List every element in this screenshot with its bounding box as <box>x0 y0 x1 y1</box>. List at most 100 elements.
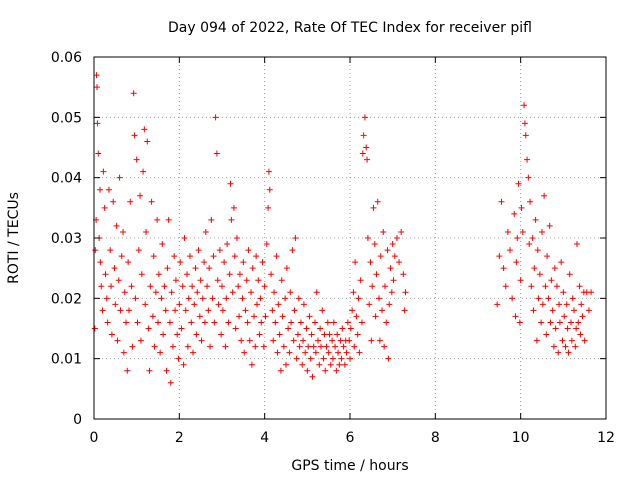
y-tick-labels: 0 0.01 0.02 0.03 0.04 0.05 0.06 <box>51 50 82 428</box>
data-point <box>329 355 336 362</box>
data-point <box>224 241 231 248</box>
data-point <box>232 325 239 332</box>
data-point <box>560 289 567 296</box>
data-point <box>555 349 562 356</box>
data-point <box>309 373 316 380</box>
data-point <box>279 313 286 320</box>
data-point <box>93 84 100 91</box>
data-point <box>103 295 110 302</box>
data-point <box>551 265 558 272</box>
data-point <box>541 192 548 199</box>
data-point <box>566 271 573 278</box>
data-point <box>312 349 319 356</box>
data-point <box>295 295 302 302</box>
data-point <box>390 277 397 284</box>
data-point <box>144 138 151 145</box>
data-point <box>528 283 535 290</box>
data-point <box>310 343 317 350</box>
data-point <box>168 289 175 296</box>
data-point <box>355 295 362 302</box>
data-point <box>558 259 565 266</box>
data-point <box>302 349 309 356</box>
data-point <box>386 301 393 308</box>
data-point <box>579 313 586 320</box>
data-point <box>188 319 195 326</box>
data-point <box>556 301 563 308</box>
data-point <box>521 102 528 109</box>
data-point <box>539 301 546 308</box>
data-point <box>329 337 336 344</box>
data-point <box>169 343 176 350</box>
data-point <box>387 265 394 272</box>
x-tick-label: 4 <box>260 430 269 446</box>
data-point <box>534 247 541 254</box>
data-point <box>381 343 388 350</box>
data-point <box>313 289 320 296</box>
data-point <box>175 355 182 362</box>
data-point <box>211 319 218 326</box>
data-point <box>336 361 343 368</box>
data-point <box>347 355 353 362</box>
x-tick-label: 8 <box>431 430 440 446</box>
data-point <box>266 186 273 193</box>
data-point <box>243 277 250 284</box>
x-tick-label: 12 <box>597 430 615 446</box>
data-point <box>524 156 531 163</box>
data-point <box>307 355 314 362</box>
data-point <box>306 313 313 320</box>
data-point <box>270 337 277 344</box>
data-point <box>379 307 385 314</box>
data-point <box>108 331 115 338</box>
data-point <box>258 319 265 326</box>
data-point <box>97 259 104 266</box>
data-point <box>563 301 570 308</box>
data-point <box>249 265 256 272</box>
data-point <box>133 156 140 163</box>
data-point <box>312 319 319 326</box>
data-point <box>519 228 526 235</box>
data-point <box>135 247 142 254</box>
data-point <box>241 349 248 356</box>
data-point <box>102 271 109 278</box>
data-point <box>208 216 215 223</box>
data-point <box>226 271 233 278</box>
data-point <box>573 241 580 248</box>
data-point <box>502 283 509 290</box>
data-point <box>402 289 409 296</box>
data-point <box>95 150 102 157</box>
data-point <box>316 361 323 368</box>
data-point <box>240 259 247 266</box>
data-point <box>187 253 193 260</box>
data-point <box>141 126 148 133</box>
data-point <box>118 253 125 260</box>
data-point <box>339 325 346 332</box>
data-point <box>289 247 296 254</box>
data-point <box>155 271 162 278</box>
data-point <box>236 271 243 278</box>
data-point <box>219 307 226 314</box>
data-point <box>507 247 513 254</box>
data-point <box>215 301 222 308</box>
data-point <box>146 367 153 374</box>
data-point <box>504 228 511 235</box>
data-point <box>201 319 208 326</box>
data-point <box>229 289 236 296</box>
data-point <box>116 174 123 181</box>
data-point <box>383 319 390 326</box>
data-point <box>401 307 408 314</box>
data-point <box>142 301 149 308</box>
data-point <box>300 337 307 344</box>
data-point <box>112 301 119 308</box>
data-point <box>127 198 134 205</box>
data-point <box>360 132 367 139</box>
data-point <box>182 307 189 314</box>
data-point <box>214 277 221 284</box>
data-point <box>368 337 375 344</box>
data-point <box>166 319 173 326</box>
data-point <box>251 313 257 320</box>
data-point <box>204 283 211 290</box>
data-point <box>233 235 240 241</box>
data-point <box>207 343 214 350</box>
y-tick-label: 0.04 <box>51 171 82 187</box>
data-point <box>346 337 353 344</box>
